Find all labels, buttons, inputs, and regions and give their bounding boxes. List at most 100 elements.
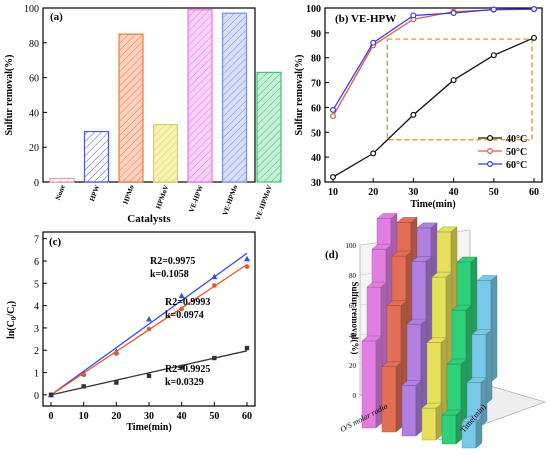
bar3d-side xyxy=(415,379,423,437)
legend-label: 50°C xyxy=(506,147,527,158)
fit-k-label: k=0.0974 xyxy=(165,310,204,321)
data-point xyxy=(114,380,119,385)
bar3d-top xyxy=(406,318,428,325)
bar3d-front xyxy=(381,366,397,433)
x-tick-label: 10 xyxy=(79,411,89,422)
x-tick-label: 60 xyxy=(529,187,539,198)
x-tick-label: 20 xyxy=(111,411,121,422)
panel-c-y-axis-label: ln(C0/Ct) xyxy=(6,301,18,339)
bar3d-top xyxy=(366,281,388,288)
panel-b-title: (b) VE-HPW xyxy=(335,13,396,25)
bar3d-top xyxy=(361,335,383,342)
y-tick-label: 30 xyxy=(311,178,321,189)
bar3d-top xyxy=(446,358,468,365)
bar3d-top xyxy=(466,377,488,383)
bar3d-top xyxy=(376,213,398,219)
panel-b-highlight-box xyxy=(386,38,533,141)
panel-c-y-axis-label-mid: /C xyxy=(6,307,17,318)
data-point xyxy=(370,39,377,46)
panel-d-label: (d) xyxy=(325,249,339,261)
y-tick-label: 100 xyxy=(306,4,321,15)
z-tick-label: 40 xyxy=(349,332,357,340)
x-tick-label: HPW xyxy=(88,184,101,202)
panel-a-label: (a) xyxy=(50,11,63,23)
fit-r2-label: R2=0.9975 xyxy=(150,256,195,267)
panel-c-y-axis-label-end: ) xyxy=(6,301,17,304)
bar3d-top xyxy=(426,337,448,343)
y-tick-label: 5 xyxy=(34,279,39,290)
panel-a-x-axis-label: Catalysts xyxy=(127,213,171,225)
bar3d-top xyxy=(381,361,403,367)
bar3d-side xyxy=(435,402,443,441)
legend-marker xyxy=(487,161,494,168)
y-tick-label: 80 xyxy=(29,39,39,50)
data-point xyxy=(146,373,152,379)
fit-line-0 xyxy=(50,252,248,396)
data-point xyxy=(244,345,250,351)
y-tick-label: 40 xyxy=(29,108,39,119)
bar3d-top xyxy=(396,217,418,223)
data-point xyxy=(330,174,337,181)
fit-r2-label: R2=0.9925 xyxy=(165,364,210,375)
y-tick-label: 7 xyxy=(34,235,39,246)
x-tick-label: HPMo xyxy=(122,183,136,205)
fit-k-label: k=0.1058 xyxy=(150,269,189,280)
panel-b-x-axis-label: Time(min) xyxy=(410,199,455,210)
data-point xyxy=(146,326,152,332)
x-tick-label: 50 xyxy=(209,411,219,422)
bar3d xyxy=(381,361,403,433)
panel-d-z-axis-label: Sulfur removal(%) xyxy=(350,282,360,355)
y-tick-label: 90 xyxy=(311,29,321,40)
x-tick-label: VE-HPMoV xyxy=(254,184,274,221)
bar3d-top xyxy=(431,271,453,278)
bar3d-top xyxy=(401,380,423,386)
panel-a: (a) 0 20 40 60 80 100 None HPW HPMo HPMoV VE-HPW V… xyxy=(4,4,282,225)
bar3d-top xyxy=(456,256,478,263)
bar-ve-hpmov xyxy=(256,71,282,183)
bar3d-top xyxy=(471,329,493,335)
bar3d-top xyxy=(371,243,393,250)
bar3d xyxy=(421,402,443,441)
bar3d xyxy=(426,337,448,419)
bar3d-top xyxy=(461,416,483,423)
x-tick-label: None xyxy=(54,184,67,201)
y-tick-label: 0 xyxy=(34,178,39,189)
data-point xyxy=(490,52,497,59)
bar3d-top xyxy=(421,402,443,409)
series-line-0 xyxy=(332,37,535,178)
y-tick-label: 40 xyxy=(311,153,321,164)
legend-marker xyxy=(487,148,494,155)
y-tick-label: 50 xyxy=(311,128,321,139)
y-tick-label: 2 xyxy=(34,346,39,357)
legend-label: 40°C xyxy=(506,134,527,145)
data-point xyxy=(114,351,119,356)
x-tick-label: 20 xyxy=(368,187,378,198)
y-tick-label: 4 xyxy=(34,302,39,313)
z-tick-label: 20 xyxy=(349,362,357,370)
data-point xyxy=(81,372,86,378)
panel-b: (b) VE-HPW 30 40 50 60 70 80 90 100 10 20 30 40 50 6… xyxy=(294,4,543,210)
bar-ve-hpw xyxy=(187,9,213,183)
bar3d-top xyxy=(436,226,458,233)
bar3d-top xyxy=(451,304,473,311)
x-tick-label: VE-HPMo xyxy=(221,183,240,216)
bar3d-top xyxy=(386,300,408,306)
bar-ve-hpmo xyxy=(221,12,248,183)
x-tick-label: 0 xyxy=(49,411,54,422)
bar-hpw xyxy=(83,130,110,183)
bar3d xyxy=(461,416,483,449)
legend-label: 60°C xyxy=(506,160,527,171)
x-tick-label: 30 xyxy=(408,187,418,198)
data-point xyxy=(490,6,497,13)
data-point xyxy=(48,392,54,398)
legend-marker xyxy=(487,135,494,142)
panel-c-y-axis-label-sub0: 0 xyxy=(10,316,18,320)
x-tick-label: 40 xyxy=(449,187,459,198)
fit-k-label: k=0.0329 xyxy=(165,377,204,388)
x-tick-label: 50 xyxy=(489,187,499,198)
y-tick-label: 60 xyxy=(29,74,39,85)
z-tick-label: 100 xyxy=(346,242,357,250)
x-tick-label: 60 xyxy=(242,411,252,422)
